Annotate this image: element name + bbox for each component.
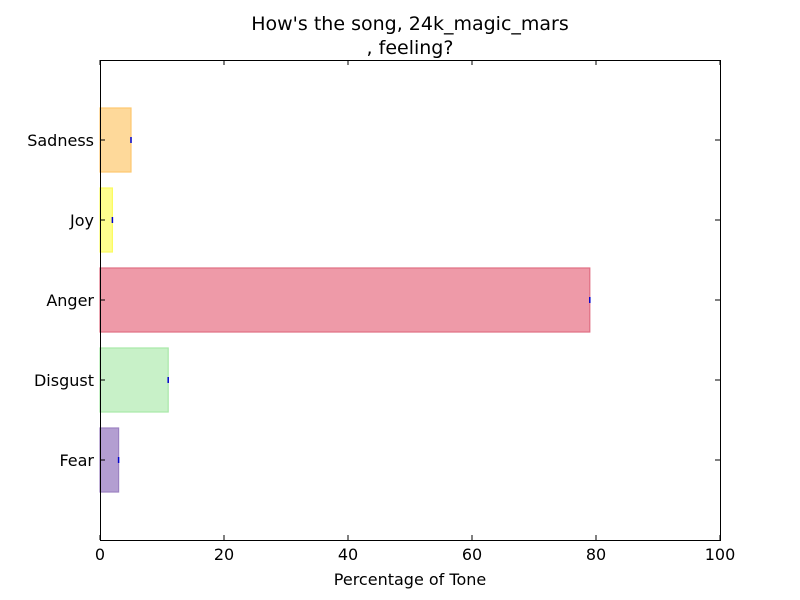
- x-tick-label-0: 0: [95, 545, 105, 564]
- bars-layer: [99, 107, 591, 493]
- y-tick-label-fear: Fear: [59, 451, 94, 470]
- y-tick-label-sadness: Sadness: [27, 131, 94, 150]
- x-tick-label-40: 40: [338, 545, 358, 564]
- y-tick-label-disgust: Disgust: [34, 371, 94, 390]
- y-tick-label-joy: Joy: [69, 211, 94, 230]
- chart-title-line-1: How's the song, 24k_magic_mars: [251, 13, 569, 35]
- x-tick-label-80: 80: [586, 545, 606, 564]
- y-tick-label-anger: Anger: [46, 291, 94, 310]
- chart-title: How's the song, 24k_magic_mars , feeling…: [0, 12, 800, 60]
- x-axis-label: Percentage of Tone: [334, 570, 486, 589]
- bar-disgust: [99, 347, 169, 413]
- chart-title-line-2: , feeling?: [366, 37, 454, 59]
- ticks-layer: Fear Disgust Anger Joy Sadness 0 20 40 60 80 100: [27, 60, 735, 564]
- x-tick-label-60: 60: [462, 545, 482, 564]
- x-tick-label-20: 20: [214, 545, 234, 564]
- bar-anger: [99, 267, 591, 333]
- x-tick-label-100: 100: [705, 545, 736, 564]
